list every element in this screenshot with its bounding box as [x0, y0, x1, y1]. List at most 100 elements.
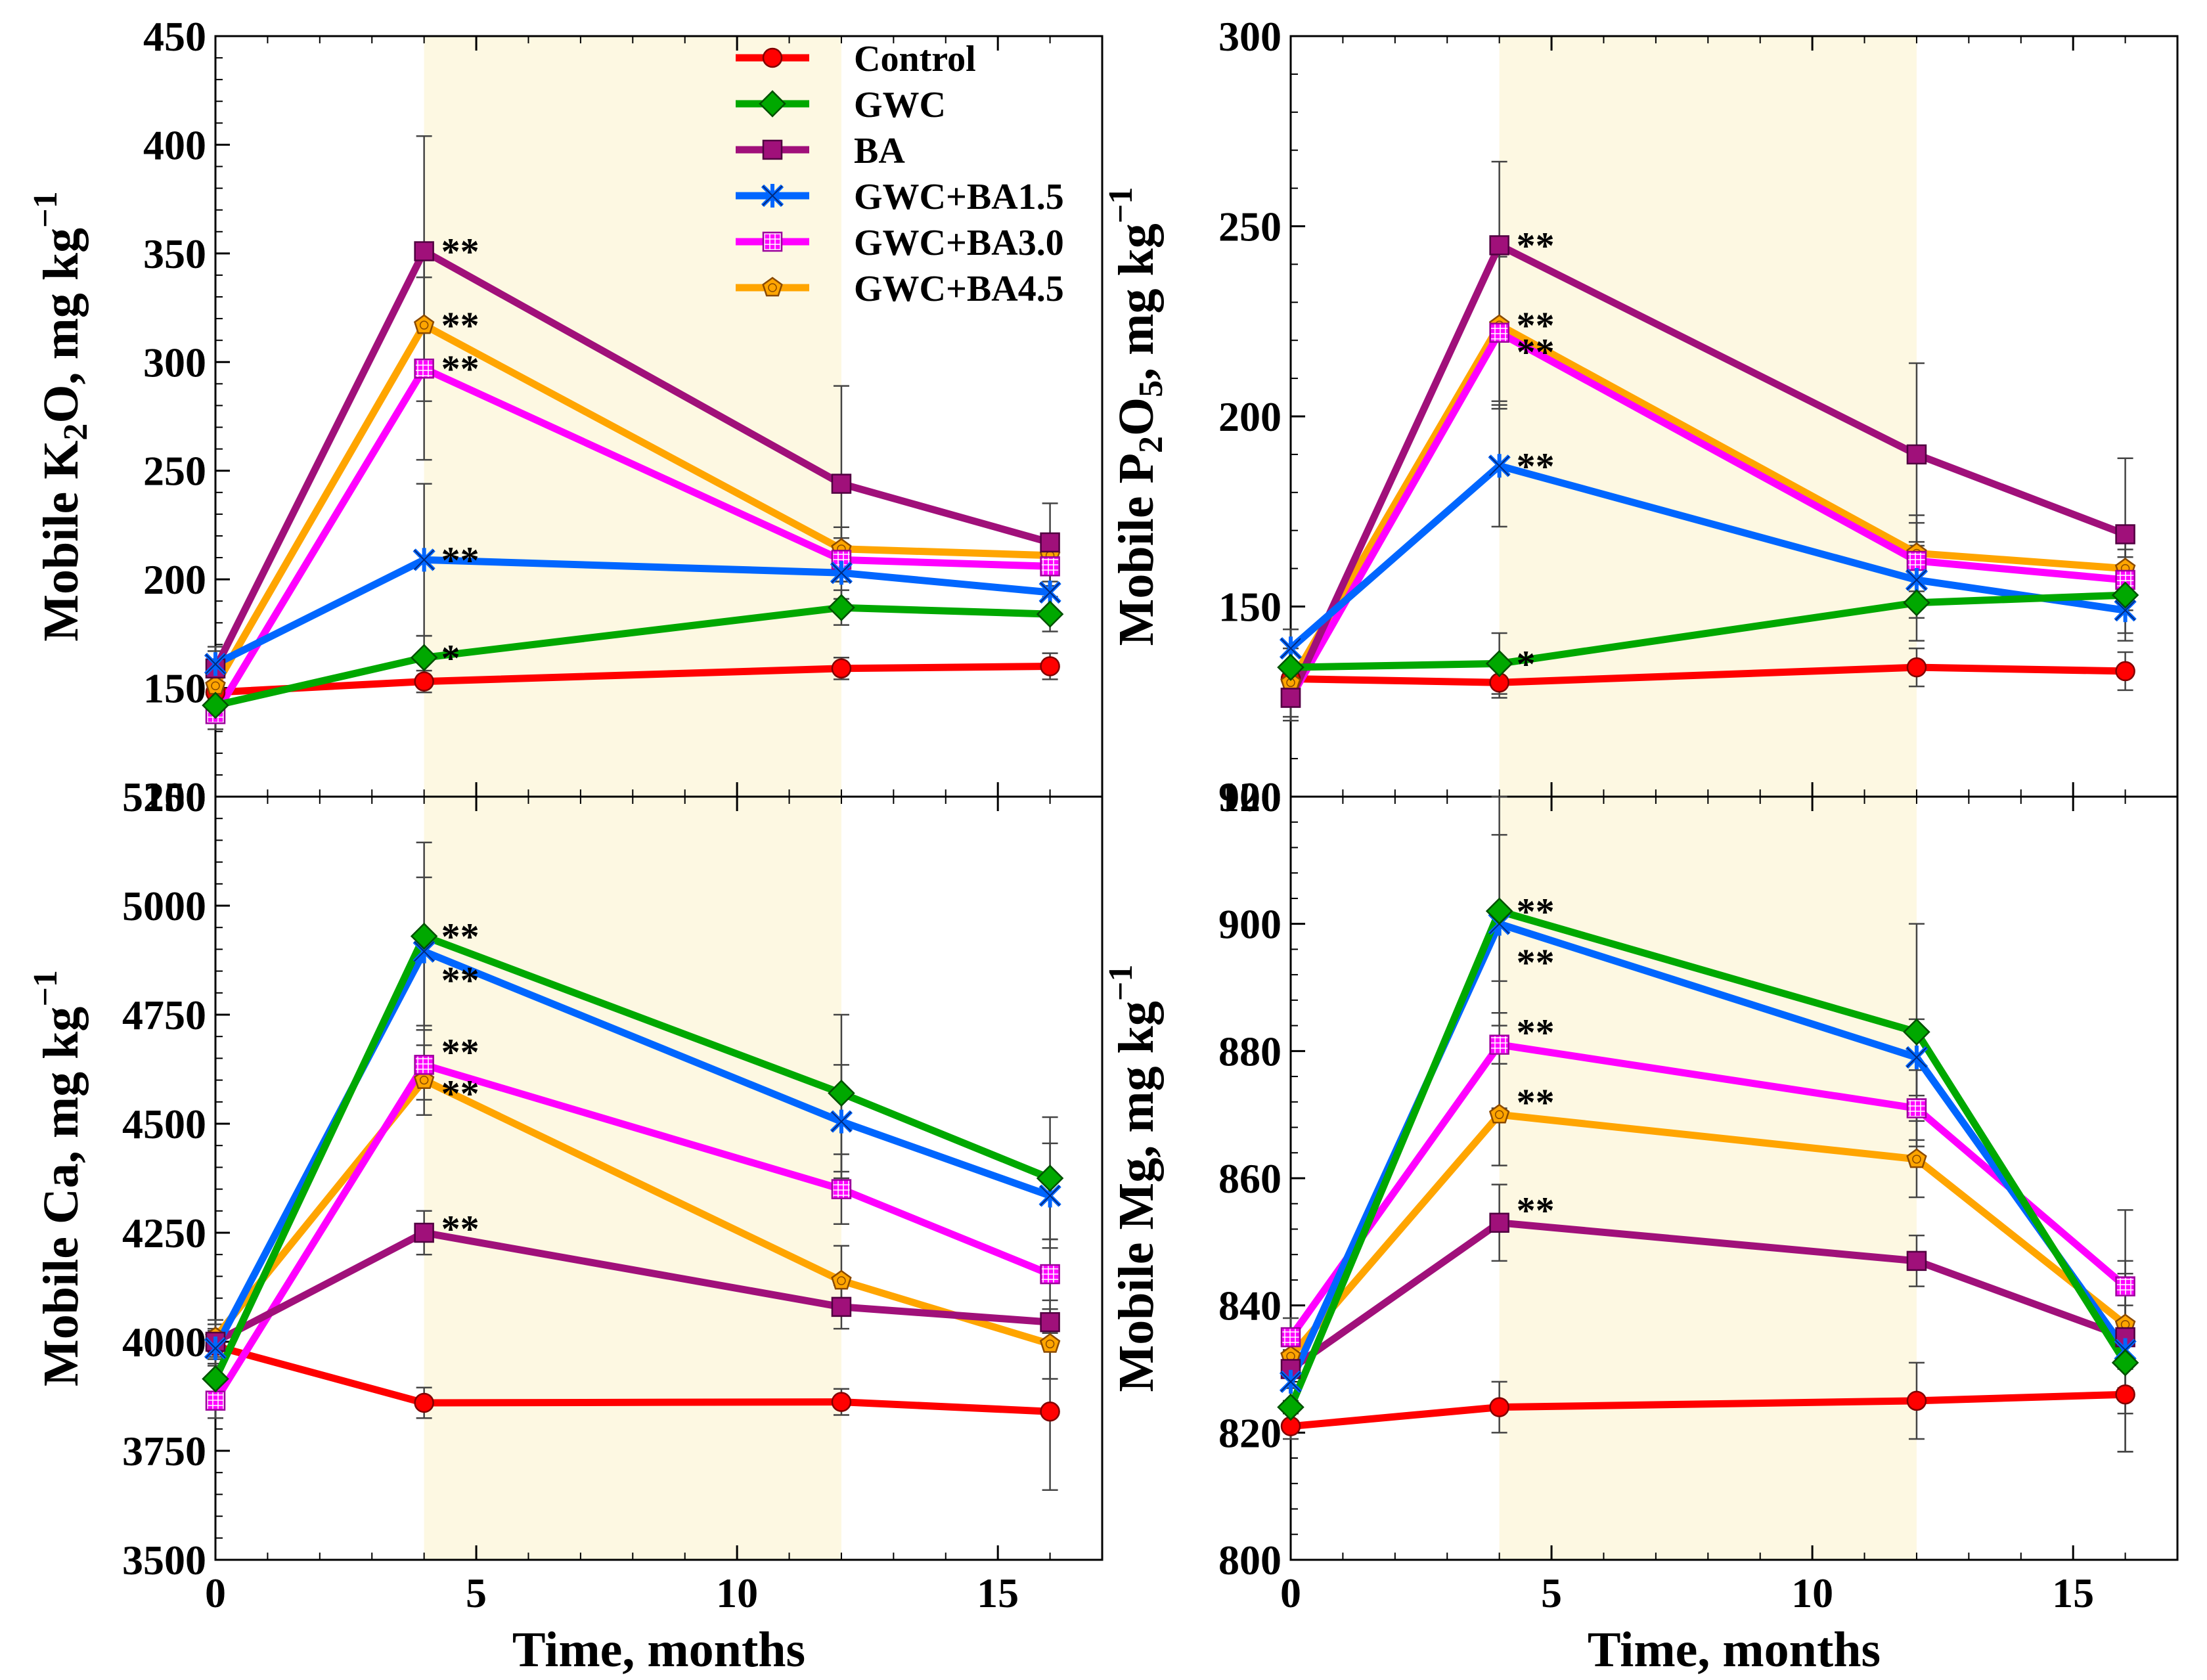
marker-inner: [419, 1075, 429, 1085]
y-tick-label: 900: [1218, 901, 1282, 948]
x-tick-label: 15: [977, 1570, 1019, 1616]
marker-outline: [2114, 600, 2136, 621]
marker-shape: [2115, 524, 2135, 544]
data-point-GWC+BA3.0: [414, 1055, 434, 1075]
significance-mark: **: [441, 347, 479, 390]
y-tick-label: 200: [143, 556, 206, 603]
y-tick-label: 300: [1218, 13, 1282, 60]
significance-mark: **: [1517, 331, 1555, 374]
marker-shape: [414, 1392, 434, 1413]
ylabel-superscript: −1: [27, 970, 64, 1007]
y-tick-label: 5250: [122, 774, 206, 820]
panel-1-y-axis-label: Mobile P2O5, mg kg−1: [1102, 187, 1170, 646]
marker-shape: [1040, 556, 1060, 577]
marker-inner: [1912, 1155, 1921, 1164]
significance-mark: **: [1517, 445, 1555, 487]
y-tick-label: 920: [1218, 774, 1282, 820]
marker-outline: [205, 653, 226, 674]
data-point-GWC+BA3.0: [1280, 1327, 1301, 1348]
data-point-GWC: [828, 594, 855, 621]
x-axis-label: Time, months: [512, 1622, 805, 1677]
ylabel-text: , mg kg: [1109, 223, 1164, 380]
marker-outline: [413, 941, 435, 962]
data-point-GWC: [1036, 600, 1064, 628]
data-point-Control: [2115, 1384, 2135, 1405]
data-point-GWC: [1036, 1164, 1064, 1192]
legend-item-GWC+BA3.0: GWC+BA3.0: [736, 223, 1064, 263]
legend-item-Control: Control: [736, 39, 976, 79]
marker-shape: [1489, 322, 1509, 343]
marker-shape: [1040, 1312, 1060, 1333]
y-tick-label: 250: [143, 448, 206, 495]
marker-shape: [1489, 235, 1509, 255]
data-point-GWC: [1277, 1393, 1304, 1421]
data-point-GWC: [1903, 1018, 1930, 1046]
ylabel-text: Mobile Mg, mg kg: [1109, 1001, 1164, 1392]
data-point-Control: [831, 658, 852, 679]
y-tick-label: 5000: [122, 883, 206, 929]
data-point-BA: [2115, 524, 2135, 544]
legend-item-BA: BA: [736, 131, 905, 171]
x-tick-label: 5: [1541, 1570, 1562, 1616]
series-line-GWC+BA1.5: [1288, 462, 2126, 652]
x-tick-label: 15: [2052, 1570, 2094, 1616]
series-line-Control: [214, 1342, 1050, 1415]
marker-shape: [831, 474, 852, 494]
ylabel-text: Mobile P: [1109, 453, 1164, 646]
significance-mark: **: [441, 539, 479, 581]
data-point-GWC+BA4.5: [413, 314, 435, 334]
significance-mark: **: [1517, 1011, 1555, 1053]
marker-outline: [1906, 569, 1927, 590]
marker-inner: [1494, 1110, 1504, 1119]
marker-shape: [1488, 1103, 1510, 1124]
series-line-BA: [1288, 1219, 2127, 1373]
ylabel-subscript: 2: [1132, 436, 1170, 453]
data-point-BA: [414, 1222, 434, 1243]
data-point-GWC: [202, 692, 229, 719]
data-point-GWC+BA4.5: [831, 1270, 852, 1290]
legend-marker: [759, 90, 786, 118]
series-line-GWC+BA3.0: [212, 365, 1050, 717]
marker-shape: [1906, 1390, 1927, 1411]
data-point-GWC: [1277, 653, 1304, 681]
legend-item-GWC+BA1.5: GWC+BA1.5: [736, 177, 1064, 217]
marker-shape: [1489, 1212, 1509, 1233]
ylabel-text: Mobile Ca, mg kg: [33, 1007, 89, 1386]
marker-outline: [413, 549, 435, 571]
marker-shape: [414, 1055, 434, 1075]
marker-shape: [2111, 1349, 2139, 1377]
legend-label: GWC+BA3.0: [854, 223, 1064, 263]
ylabel-text: O: [1109, 397, 1164, 436]
significance-mark: **: [1517, 941, 1555, 984]
marker-outline: [1488, 455, 1510, 476]
marker-shape: [762, 47, 783, 68]
marker-outline: [1280, 638, 1301, 659]
x-tick-label: 5: [466, 1570, 487, 1616]
shaded-region: [1499, 797, 1917, 1560]
y-tick-label: 4500: [122, 1101, 206, 1147]
data-point-GWC+BA1.5: [1905, 1046, 1928, 1070]
ylabel-superscript: −1: [1102, 187, 1140, 224]
marker-shape: [1906, 550, 1927, 571]
series-line-GWC+BA4.5: [1287, 1111, 2128, 1359]
data-point-GWC+BA3.0: [1040, 556, 1060, 577]
marker-shape: [1903, 1018, 1930, 1046]
data-point-Control: [414, 671, 434, 692]
y-tick-label: 100: [1218, 774, 1282, 820]
significance-mark: **: [1517, 224, 1555, 267]
legend-marker: [762, 231, 783, 252]
legend-marker: [762, 139, 783, 160]
data-point-GWC+BA1.5: [204, 1336, 227, 1360]
marker-shape: [414, 358, 434, 379]
marker-inner: [211, 681, 220, 691]
series-line-BA: [1287, 242, 2127, 699]
data-point-GWC: [1485, 650, 1513, 678]
series-line-Control: [1290, 1390, 2126, 1430]
panel-3-y-axis-label: Mobile Mg, mg kg−1: [1102, 965, 1164, 1392]
data-point-Control: [1040, 656, 1060, 676]
marker-outline: [205, 1338, 226, 1359]
significance-mark: **: [441, 915, 479, 958]
marker-shape: [1906, 657, 1927, 678]
